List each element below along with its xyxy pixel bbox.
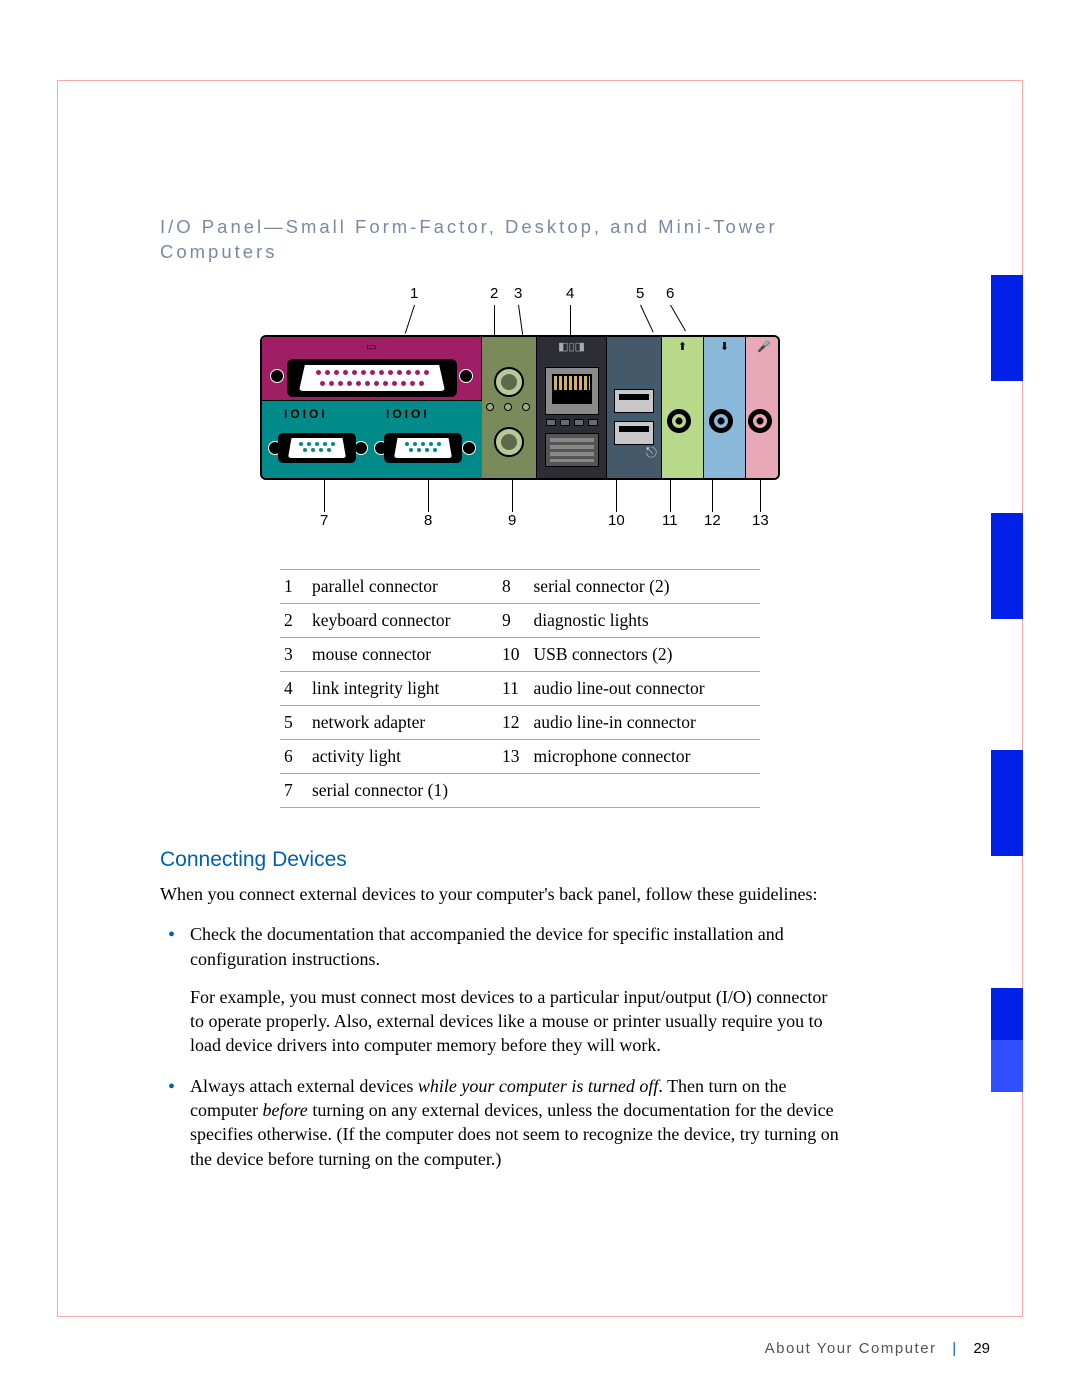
- bullet-text: Check the documentation that accompanied…: [190, 924, 784, 968]
- callout-num: 1: [410, 285, 418, 302]
- serial-port-1: [278, 433, 356, 463]
- callout-num: 8: [424, 512, 432, 529]
- legend-label: serial connector (1): [308, 773, 498, 807]
- footer-section: About Your Computer: [765, 1340, 937, 1357]
- bullet-text: For example, you must connect most devic…: [190, 985, 840, 1058]
- side-tab: [991, 1040, 1023, 1092]
- keyboard-port: [494, 367, 524, 397]
- callout-num: 4: [566, 285, 574, 302]
- side-tab: [991, 988, 1023, 1040]
- lineout-block: ⬆: [662, 337, 704, 478]
- intro-text: When you connect external devices to you…: [160, 882, 880, 906]
- serial-block: IOIOI IOIOI: [262, 400, 482, 480]
- table-row: 7serial connector (1): [280, 773, 760, 807]
- lineout-jack: [667, 409, 691, 433]
- legend-label: parallel connector: [308, 569, 498, 603]
- list-item: Always attach external devices while you…: [190, 1074, 880, 1171]
- callout-num: 3: [514, 285, 522, 302]
- table-row: 5network adapter12audio line-in connecto…: [280, 705, 760, 739]
- legend-num: 13: [498, 739, 530, 773]
- side-tab: [991, 513, 1023, 619]
- legend-num: 12: [498, 705, 530, 739]
- legend-num: [498, 773, 530, 807]
- linein-block: ⬇: [704, 337, 746, 478]
- legend-label: diagnostic lights: [530, 603, 761, 637]
- legend-table: 1parallel connector8serial connector (2)…: [280, 569, 760, 808]
- table-row: 6activity light13microphone connector: [280, 739, 760, 773]
- side-tabs: [991, 80, 1023, 1317]
- callout-num: 12: [704, 512, 721, 529]
- legend-num: 7: [280, 773, 308, 807]
- legend-num: 1: [280, 569, 308, 603]
- legend-label: serial connector (2): [530, 569, 761, 603]
- callout-num: 11: [662, 512, 678, 529]
- legend-label: [530, 773, 761, 807]
- legend-num: 8: [498, 569, 530, 603]
- section-title: I/O Panel—Small Form-Factor, Desktop, an…: [160, 215, 880, 265]
- serial-label-1: IOIOI: [284, 407, 328, 421]
- callout-num: 9: [508, 512, 516, 529]
- usb-block: ⎋: [607, 337, 662, 478]
- usb-port-1: [614, 389, 654, 413]
- legend-num: 9: [498, 603, 530, 637]
- legend-num: 6: [280, 739, 308, 773]
- legend-label: audio line-out connector: [530, 671, 761, 705]
- legend-label: network adapter: [308, 705, 498, 739]
- legend-label: audio line-in connector: [530, 705, 761, 739]
- legend-num: 2: [280, 603, 308, 637]
- mic-block: 🎤: [746, 337, 780, 478]
- diagram-leaders-top: [260, 305, 780, 335]
- table-row: 1parallel connector8serial connector (2): [280, 569, 760, 603]
- callout-num: 10: [608, 512, 625, 529]
- callout-num: 7: [320, 512, 328, 529]
- ps2-block: [482, 337, 537, 478]
- callout-num: 6: [666, 285, 674, 302]
- callout-num: 2: [490, 285, 498, 302]
- legend-num: 3: [280, 637, 308, 671]
- legend-label: microphone connector: [530, 739, 761, 773]
- guidelines-list: Check the documentation that accompanied…: [160, 922, 880, 1171]
- callout-num: 13: [752, 512, 769, 529]
- usb-port-2: [614, 421, 654, 445]
- diagram-callouts-top: 1 2 3 4 5 6: [260, 285, 780, 305]
- linein-jack: [709, 409, 733, 433]
- legend-num: 5: [280, 705, 308, 739]
- side-tab: [991, 275, 1023, 381]
- footer-separator: |: [952, 1340, 957, 1357]
- legend-label: link integrity light: [308, 671, 498, 705]
- side-tab: [991, 750, 1023, 856]
- subsection-title: Connecting Devices: [160, 848, 880, 872]
- network-leds: [545, 419, 599, 426]
- serial-label-2: IOIOI: [386, 407, 430, 421]
- mouse-port: [494, 427, 524, 457]
- table-row: 3mouse connector10USB connectors (2): [280, 637, 760, 671]
- legend-num: 4: [280, 671, 308, 705]
- legend-label: keyboard connector: [308, 603, 498, 637]
- legend-num: 11: [498, 671, 530, 705]
- network-port: [545, 367, 599, 415]
- table-row: 2keyboard connector9diagnostic lights: [280, 603, 760, 637]
- io-panel-diagram: 1 2 3 4 5 6 ▭: [260, 285, 780, 534]
- serial-port-2: [384, 433, 462, 463]
- legend-label: activity light: [308, 739, 498, 773]
- parallel-port: [287, 359, 457, 397]
- legend-label: USB connectors (2): [530, 637, 761, 671]
- diagram-callouts-bottom: 7 8 9 10 11 12 13: [260, 512, 780, 534]
- bullet-text: Always attach external devices while you…: [190, 1076, 839, 1169]
- legend-label: mouse connector: [308, 637, 498, 671]
- diagnostic-lights: [545, 433, 599, 467]
- mic-jack: [748, 409, 772, 433]
- page-footer: About Your Computer | 29: [765, 1340, 990, 1357]
- list-item: Check the documentation that accompanied…: [190, 922, 880, 1057]
- page-content: I/O Panel—Small Form-Factor, Desktop, an…: [160, 215, 880, 1187]
- diagram-leaders-bottom: [260, 480, 780, 512]
- table-row: 4link integrity light11audio line-out co…: [280, 671, 760, 705]
- page-number: 29: [973, 1340, 990, 1357]
- legend-num: 10: [498, 637, 530, 671]
- io-panel: ▭ IOIOI IOIOI: [260, 335, 780, 480]
- callout-num: 5: [636, 285, 644, 302]
